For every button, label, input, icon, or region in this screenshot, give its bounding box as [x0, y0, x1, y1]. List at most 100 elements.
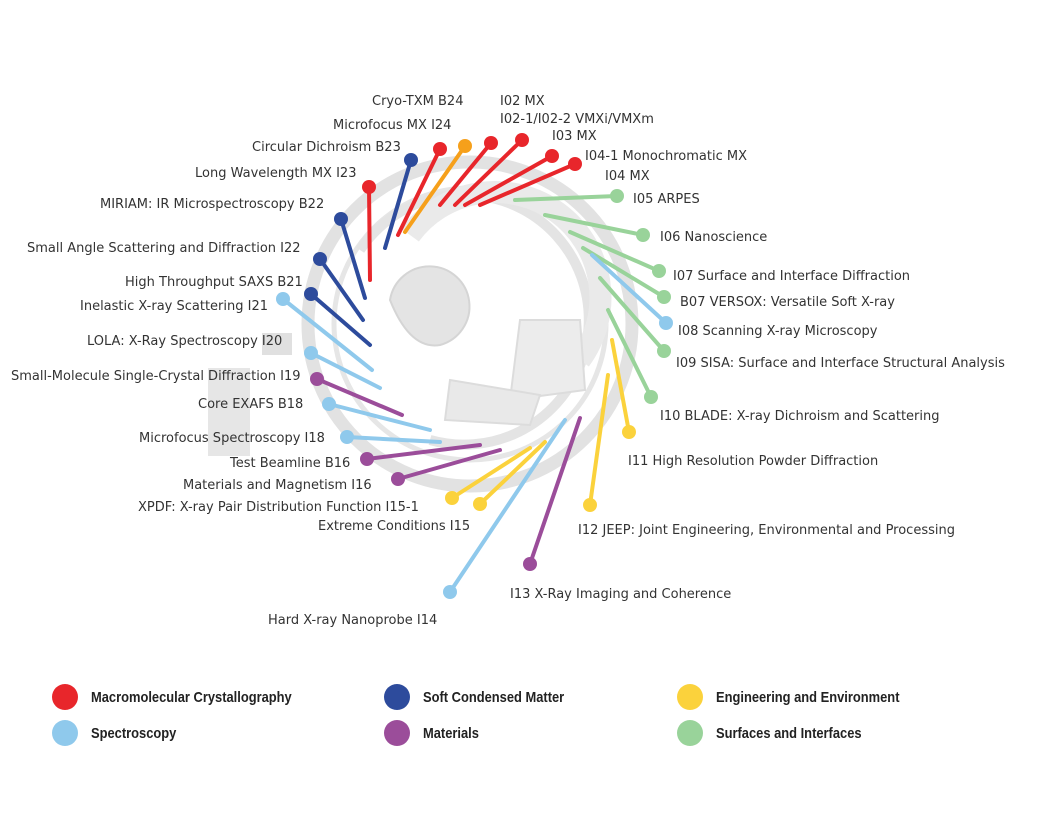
beamline-small-molecule-single-crystal-diffraction-i19: Small-Molecule Single-Crystal Diffractio…	[11, 369, 404, 417]
legend-swatch	[52, 684, 78, 710]
legend-label: Macromolecular Crystallography	[91, 688, 292, 706]
beamline-line	[478, 162, 577, 207]
beamline-label: I08 Scanning X-ray Microscopy	[678, 324, 878, 339]
beamline-microfocus-spectroscopy-i18: Microfocus Spectroscopy I18	[139, 430, 442, 446]
beamline-label: I10 BLADE: X-ray Dichroism and Scatterin…	[660, 409, 939, 424]
legend-item-materials: Materials	[384, 720, 488, 746]
beamline-dot	[657, 344, 671, 358]
beamline-line	[315, 377, 404, 417]
beamline-line	[448, 418, 567, 594]
beamline-label: I07 Surface and Interface Diffraction	[673, 269, 910, 284]
beamline-line	[590, 253, 668, 325]
beamline-line	[453, 138, 524, 207]
beamline-label: I04-1 Monochromatic MX	[585, 149, 747, 164]
segmented-area-2	[443, 378, 542, 427]
inner-building-arc-2	[401, 181, 612, 367]
beamline-extreme-conditions-i15: Extreme Conditions I15	[318, 440, 547, 534]
beamline-i07-surface-and-interface-diffraction: I07 Surface and Interface Diffraction	[568, 230, 910, 284]
beamline-i05-arpes: I05 ARPES	[513, 189, 700, 207]
beamline-label: MIRIAM: IR Microspectroscopy B22	[100, 197, 324, 212]
beamline-label: Microfocus Spectroscopy I18	[139, 431, 325, 446]
beamline-long-wavelength-mx-i23: Long Wavelength MX I23	[195, 166, 376, 282]
beamline-small-angle-scattering-and-diffraction-i22: Small Angle Scattering and Diffraction I…	[27, 241, 365, 322]
beamline-line	[403, 144, 467, 234]
beamlines: Cryo-TXM B24 I02 MX I02-1/I02-2 VMXi/VMXm M…	[11, 94, 1005, 628]
beamline-line	[367, 185, 372, 282]
beamline-line	[281, 297, 374, 372]
beamline-high-throughput-saxs-b21: High Throughput SAXS B21	[125, 275, 372, 347]
beamline-line	[598, 276, 666, 353]
beamline-core-exafs-b18: Core EXAFS B18	[198, 397, 432, 432]
beamline-i08-scanning-x-ray-microscopy: I08 Scanning X-ray Microscopy	[590, 253, 878, 339]
beamline-lola-x-ray-spectroscopy-i20: LOLA: X-Ray Spectroscopy I20	[87, 334, 382, 390]
beamline-dot	[636, 228, 650, 242]
beamline-label: I03 MX	[552, 129, 597, 144]
legend-item-macromolecular: Macromolecular Crystallography	[52, 684, 324, 710]
beamline-dot	[443, 585, 457, 599]
beamline-line	[610, 338, 631, 434]
beamline-dot	[322, 397, 336, 411]
beamline-i09-sisa-surface-and-interface-structural-analysis: I09 SISA: Surface and Interface Structur…	[598, 276, 1005, 371]
legend-swatch	[52, 720, 78, 746]
beamline-label: XPDF: X-ray Pair Distribution Function I…	[138, 500, 419, 515]
beamline-i03-mx: I03 MX	[463, 129, 597, 207]
beamline-line	[396, 147, 442, 237]
beamline-line	[478, 440, 547, 506]
beamline-i04-1-monochromatic-mx: I04-1 Monochromatic MX	[478, 149, 747, 207]
beamline-line	[606, 308, 653, 399]
beamline-dot	[545, 149, 559, 163]
beamline-line	[513, 194, 619, 202]
beamline-line	[588, 373, 610, 507]
beamline-label: B07 VERSOX: Versatile Soft X-ray	[680, 295, 895, 310]
legend-label: Engineering and Environment	[716, 688, 900, 706]
beamline-dot	[445, 491, 459, 505]
beamline-dot	[304, 346, 318, 360]
beamline-line	[581, 246, 666, 299]
beamline-line	[543, 213, 645, 237]
segmented-area	[508, 319, 587, 402]
beamline-label: Materials and Magnetism I16	[183, 478, 372, 493]
beamline-line	[327, 402, 432, 432]
legend-label: Surfaces and Interfaces	[716, 724, 862, 742]
beamline-dot	[622, 425, 636, 439]
legend-item-soft: Soft Condensed Matter	[384, 684, 587, 710]
beamline-xpdf-x-ray-pair-distribution-function-i15-1: XPDF: X-ray Pair Distribution Function I…	[138, 446, 532, 515]
beamline-line	[339, 217, 367, 300]
beamline-label: LOLA: X-Ray Spectroscopy I20	[87, 334, 282, 349]
beamline-label: I04 MX	[605, 169, 650, 184]
beamline-label: Small-Molecule Single-Crystal Diffractio…	[11, 369, 301, 384]
beamline-line	[396, 448, 502, 481]
beamline-label: Test Beamline B16	[229, 456, 350, 471]
beamline-label: I05 ARPES	[633, 192, 700, 207]
beamline-label: Inelastic X-ray Scattering I21	[80, 299, 268, 314]
legend-swatch	[677, 720, 703, 746]
beamline-b07-versox-versatile-soft-x-ray: B07 VERSOX: Versatile Soft X-ray	[581, 246, 895, 310]
beamline-test-beamline-b16: Test Beamline B16	[229, 443, 482, 471]
beamline-dot	[276, 292, 290, 306]
beamline-line	[528, 416, 582, 566]
beamline-label: Circular Dichroism B23	[252, 140, 401, 155]
beamline-dot	[644, 390, 658, 404]
legend-item-engineering: Engineering and Environment	[677, 684, 929, 710]
beamline-dot	[458, 139, 472, 153]
beamline-label: I02-1/I02-2 VMXi/VMXm	[500, 112, 654, 127]
beamline-dot	[568, 157, 582, 171]
beamline-dot	[515, 133, 529, 147]
beamline-label: Microfocus MX I24	[333, 118, 451, 133]
annex-building	[208, 368, 250, 456]
beamline-line	[383, 158, 413, 250]
beamline-line	[345, 435, 442, 444]
beamline-i02-1-i02-2-vmxi-vmxm: I02-1/I02-2 VMXi/VMXm	[453, 112, 654, 207]
beamline-label: Hard X-ray Nanoprobe I14	[268, 613, 437, 628]
beamline-i04-mx: I04 MX	[605, 169, 650, 184]
beamline-line	[438, 141, 493, 207]
beamline-dot	[652, 264, 666, 278]
beamline-dot	[313, 252, 327, 266]
beamline-label: Long Wavelength MX I23	[195, 166, 356, 181]
beamline-label: Core EXAFS B18	[198, 397, 303, 412]
beamline-i11-high-resolution-powder-diffraction: I11 High Resolution Powder Diffraction	[610, 338, 878, 469]
legend-swatch	[677, 684, 703, 710]
beamline-label: I11 High Resolution Powder Diffraction	[628, 454, 878, 469]
beamline-label: I02 MX	[500, 94, 545, 109]
beamline-dot	[362, 180, 376, 194]
